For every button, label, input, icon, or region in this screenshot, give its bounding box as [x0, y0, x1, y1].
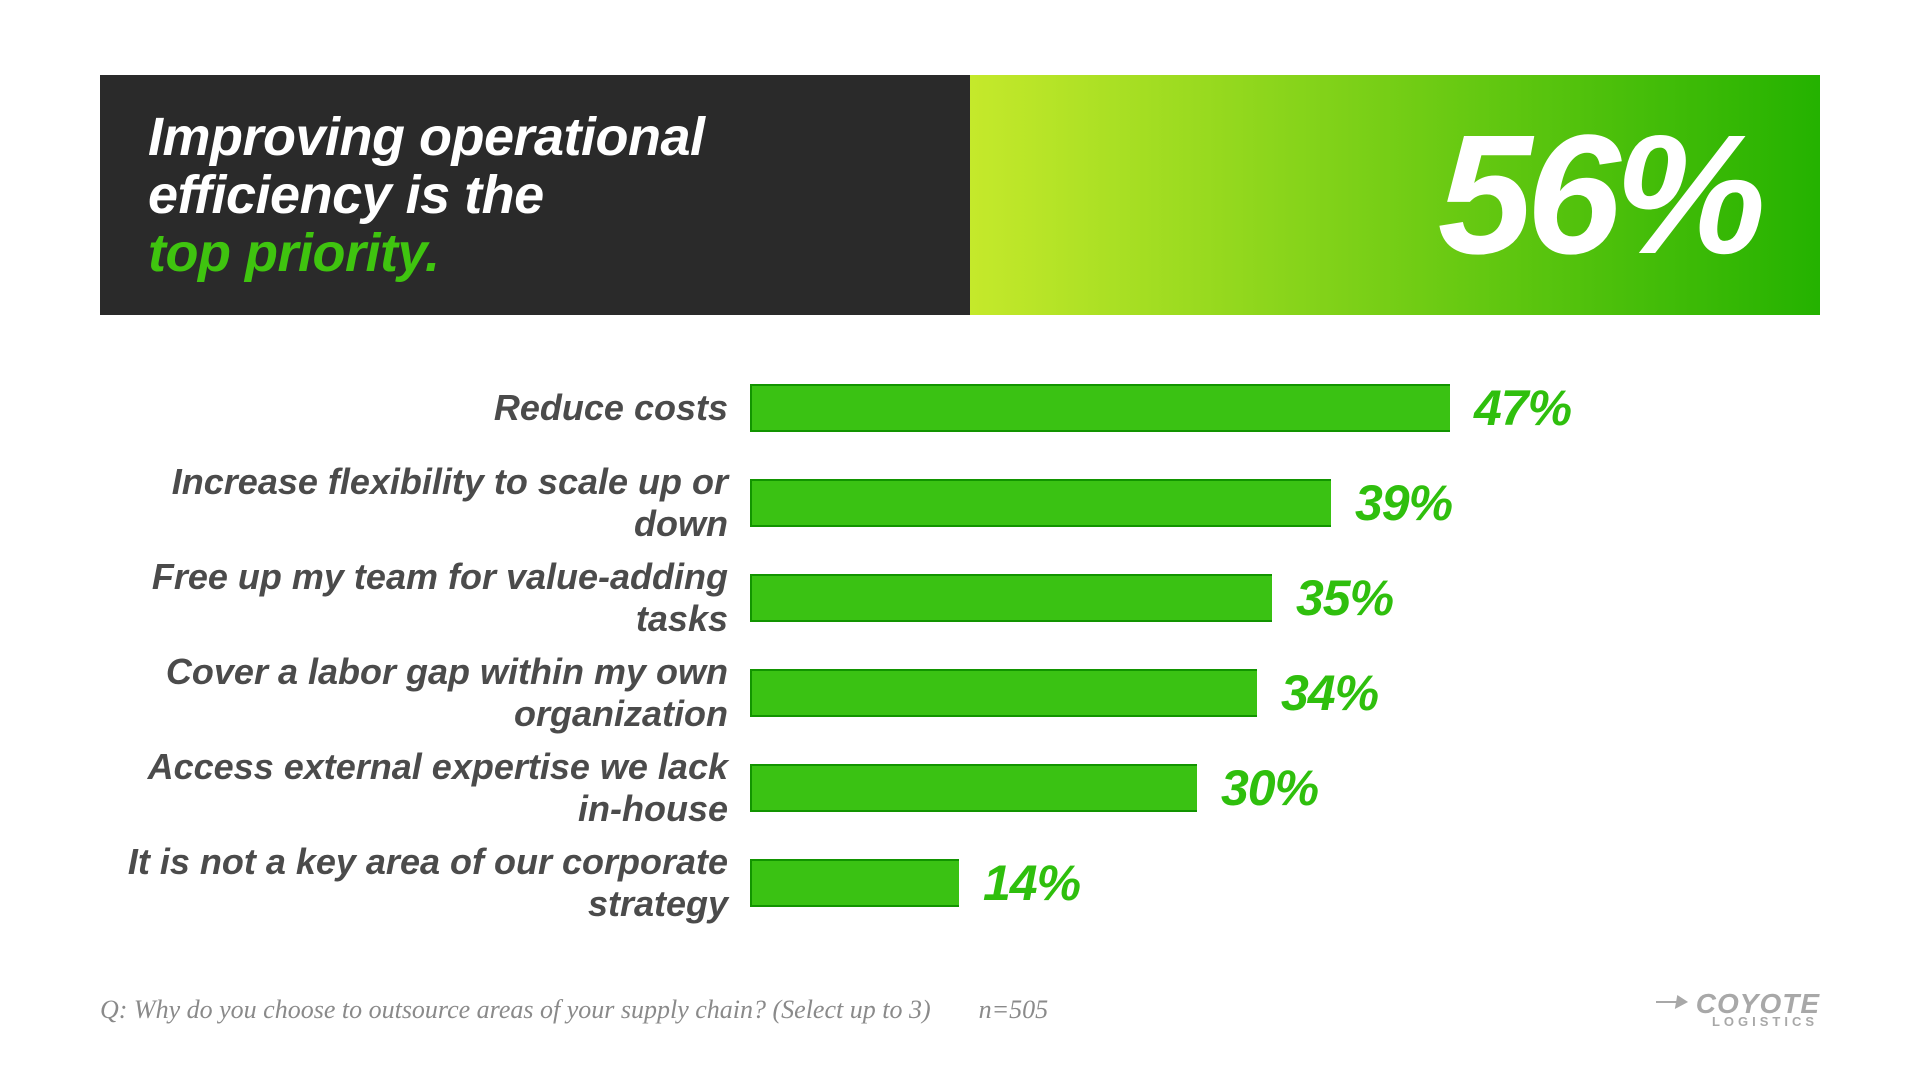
hero-percent: 56% [1438, 97, 1760, 293]
bar-percent: 39% [1331, 474, 1452, 532]
bar-percent: 14% [959, 854, 1080, 912]
logo-subtext: LOGISTICS [1656, 1016, 1820, 1028]
bar-label: Increase flexibility to scale up or down [100, 461, 750, 545]
bar-label: Free up my team for value-adding tasks [100, 556, 750, 640]
bar-track: 39% [750, 476, 1820, 530]
infographic-stage: Improving operational efficiency is the … [0, 0, 1920, 1080]
footer-sample: n=505 [979, 995, 1049, 1025]
bar-row: Reduce costs 47% [100, 360, 1820, 455]
bar-percent: 47% [1450, 379, 1571, 437]
bar-track: 14% [750, 856, 1820, 910]
bar-fill [750, 479, 1331, 527]
bar-fill [750, 764, 1197, 812]
hero-title: Improving operational efficiency is the … [148, 108, 705, 283]
hero-line-2: efficiency is the [148, 166, 705, 224]
hero-line-3: top priority. [148, 224, 705, 282]
bar-row: Increase flexibility to scale up or down… [100, 455, 1820, 550]
bar-percent: 30% [1197, 759, 1318, 817]
bar-row: It is not a key area of our corporate st… [100, 835, 1820, 930]
coyote-logo: COYOTE LOGISTICS [1656, 991, 1820, 1028]
hero-line-1: Improving operational [148, 108, 705, 166]
bar-track: 47% [750, 381, 1820, 435]
footer-left: Q: Why do you choose to outsource areas … [100, 995, 1048, 1025]
footer-question: Q: Why do you choose to outsource areas … [100, 995, 931, 1025]
hero-banner: Improving operational efficiency is the … [100, 75, 1820, 315]
arrow-icon [1656, 991, 1690, 1016]
logo-text: COYOTE [1696, 991, 1820, 1016]
bar-label: Cover a labor gap within my own organiza… [100, 651, 750, 735]
footer: Q: Why do you choose to outsource areas … [100, 991, 1820, 1028]
bar-fill [750, 669, 1257, 717]
bar-chart: Reduce costs 47% Increase flexibility to s… [100, 360, 1820, 930]
bar-fill [750, 859, 959, 907]
bar-track: 34% [750, 666, 1820, 720]
bar-percent: 34% [1257, 664, 1378, 722]
bar-label: It is not a key area of our corporate st… [100, 841, 750, 925]
hero-title-panel: Improving operational efficiency is the … [100, 75, 970, 315]
bar-percent: 35% [1272, 569, 1393, 627]
bar-label: Reduce costs [100, 387, 750, 429]
bar-label: Access external expertise we lack in-hou… [100, 746, 750, 830]
hero-percent-panel: 56% [970, 75, 1820, 315]
bar-fill [750, 384, 1450, 432]
logo-top-row: COYOTE [1656, 991, 1820, 1016]
bar-fill [750, 574, 1272, 622]
bar-row: Free up my team for value-adding tasks 35… [100, 550, 1820, 645]
bar-row: Access external expertise we lack in-hou… [100, 740, 1820, 835]
bar-track: 35% [750, 571, 1820, 625]
bar-row: Cover a labor gap within my own organiza… [100, 645, 1820, 740]
bar-track: 30% [750, 761, 1820, 815]
